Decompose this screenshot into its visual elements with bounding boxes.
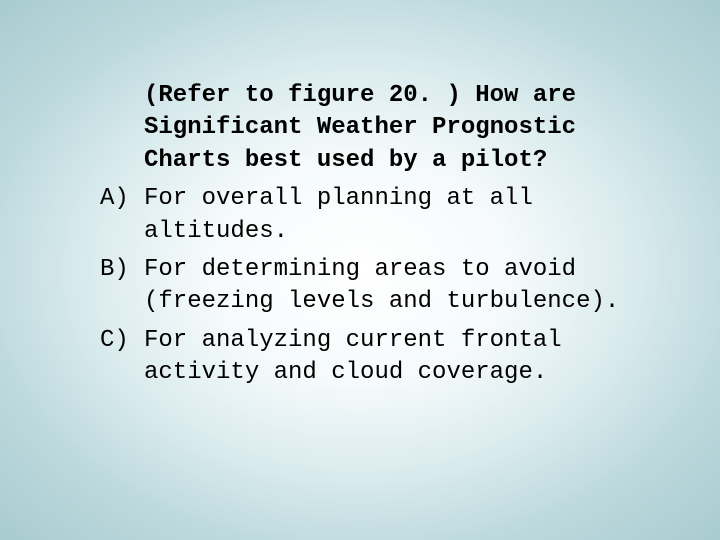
option-a-text: For overall planning at all altitudes.	[144, 183, 660, 248]
option-b-label: B)	[100, 254, 144, 319]
option-c-text: For analyzing current frontal activity a…	[144, 325, 660, 390]
option-a-label: A)	[100, 183, 144, 248]
option-c-label: C)	[100, 325, 144, 390]
option-a: A) For overall planning at all altitudes…	[144, 183, 660, 248]
option-b: B) For determining areas to avoid (freez…	[144, 254, 660, 319]
option-c: C) For analyzing current frontal activit…	[144, 325, 660, 390]
question-block: (Refer to figure 20. ) How are Significa…	[144, 80, 660, 390]
option-b-text: For determining areas to avoid (freezing…	[144, 254, 660, 319]
slide-content: (Refer to figure 20. ) How are Significa…	[100, 80, 660, 396]
question-text: (Refer to figure 20. ) How are Significa…	[144, 80, 660, 177]
